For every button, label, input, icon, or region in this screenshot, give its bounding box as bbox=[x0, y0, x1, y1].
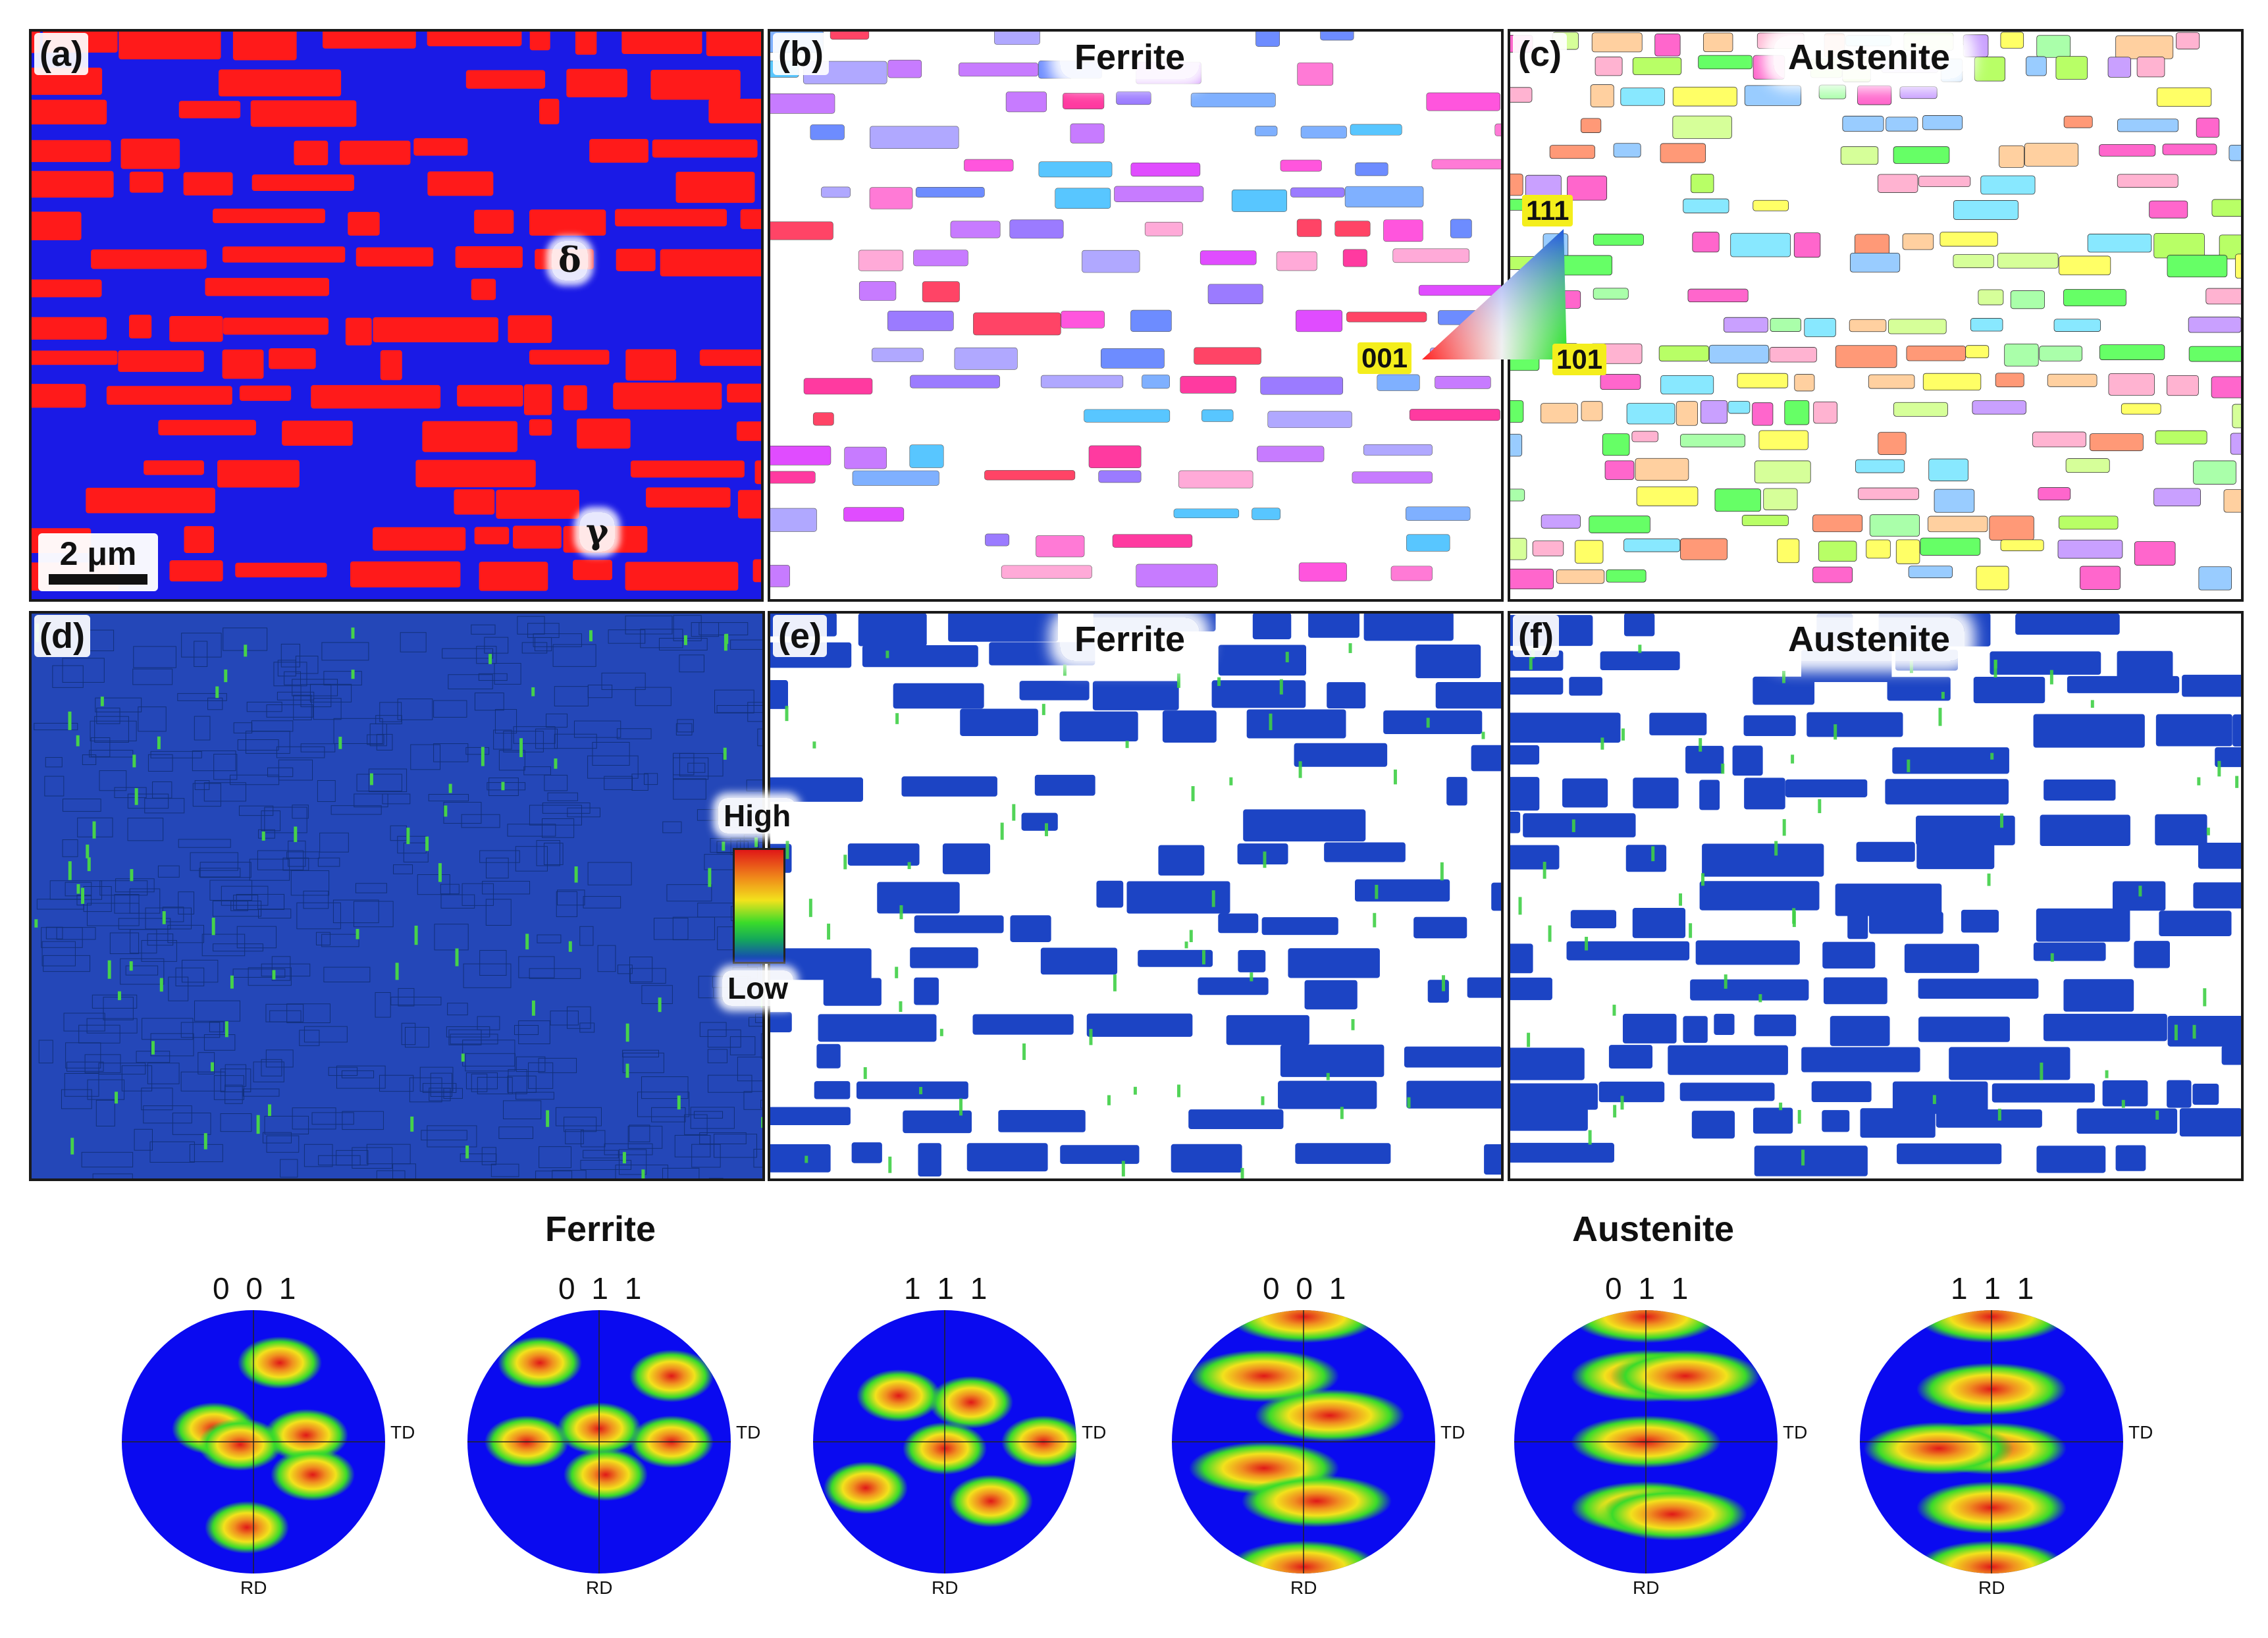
pole-figure: 0 0 1 TD RD bbox=[109, 1257, 438, 1613]
pole-figure: 1 1 1 TD RD bbox=[800, 1257, 1129, 1613]
panel-title-c: Austenite bbox=[1774, 36, 1965, 79]
austenite-kam-map-image bbox=[1510, 614, 2241, 1178]
pole-figure-hkl: 0 1 1 bbox=[1605, 1271, 1693, 1306]
kam-legend-high: High bbox=[718, 798, 797, 833]
ipf-label-111: 111 bbox=[1522, 195, 1573, 226]
panel-label-c: (c) bbox=[1513, 33, 1567, 75]
panel-label-a: (a) bbox=[34, 33, 88, 75]
pole-figure-rd-label: RD bbox=[932, 1577, 959, 1598]
kam-color-legend: High Low bbox=[714, 798, 806, 1015]
pole-figure-td-label: TD bbox=[390, 1422, 415, 1442]
ipf-triangle-icon bbox=[1422, 229, 1567, 359]
panel-label-b: (b) bbox=[773, 33, 829, 75]
pole-figure-rd-label: RD bbox=[586, 1577, 613, 1598]
ferrite-ipf-map-image bbox=[770, 32, 1501, 599]
pole-figure-disc bbox=[122, 1310, 385, 1573]
panel-title-e: Ferrite bbox=[1060, 618, 1200, 661]
ferrite-group-title: Ferrite bbox=[545, 1209, 656, 1249]
ipf-label-001: 001 bbox=[1358, 342, 1412, 374]
panel-title-f: Austenite bbox=[1774, 618, 1965, 661]
pole-figure-disc bbox=[467, 1310, 731, 1573]
ferrite-kam-map-image bbox=[770, 614, 1501, 1178]
austenite-ipf-panel: (c) Austenite bbox=[1508, 29, 2244, 602]
panel-label-e: (e) bbox=[773, 615, 827, 657]
kam-legend-gradient bbox=[733, 848, 785, 964]
pole-figure-rd-label: RD bbox=[1290, 1577, 1317, 1598]
pole-figure-td-label: TD bbox=[1783, 1422, 1808, 1442]
pole-figure-hkl: 0 1 1 bbox=[558, 1271, 646, 1306]
austenite-ipf-map-image bbox=[1510, 32, 2241, 599]
scale-bar-line bbox=[49, 574, 147, 585]
phase-map-image bbox=[32, 32, 761, 599]
pole-figure-disc bbox=[1860, 1310, 2123, 1573]
phase-map-panel: (a) δ γ 2 μm bbox=[29, 29, 764, 602]
kam-map-image bbox=[32, 614, 762, 1178]
pole-figure-disc bbox=[1514, 1310, 1778, 1573]
pole-figure-td-label: TD bbox=[2128, 1422, 2153, 1442]
kam-map-panel: (d) bbox=[29, 611, 765, 1181]
pole-figure: 1 1 1 TD RD bbox=[1847, 1257, 2176, 1613]
austenite-kam-panel: (f) Austenite bbox=[1508, 611, 2244, 1181]
panel-label-d: (d) bbox=[34, 615, 90, 657]
pole-figure-disc bbox=[813, 1310, 1076, 1573]
pole-figure-td-label: TD bbox=[1440, 1422, 1465, 1442]
scale-bar-text: 2 μm bbox=[59, 535, 137, 572]
panel-label-f: (f) bbox=[1513, 615, 1559, 657]
ipf-color-key: 001 101 111 bbox=[1356, 191, 1607, 388]
pole-figure: 0 0 1 TD RD bbox=[1159, 1257, 1488, 1613]
ferrite-ipf-panel: (b) Ferrite bbox=[768, 29, 1504, 602]
pole-figure-hkl: 1 1 1 bbox=[904, 1271, 991, 1306]
ipf-label-101: 101 bbox=[1552, 344, 1607, 375]
ferrite-kam-panel: (e) Ferrite bbox=[768, 611, 1504, 1181]
pole-figure-hkl: 0 0 1 bbox=[213, 1271, 300, 1306]
pole-figure-rd-label: RD bbox=[240, 1577, 267, 1598]
panel-title-b: Ferrite bbox=[1060, 36, 1200, 79]
gamma-phase-label: γ bbox=[579, 512, 616, 552]
pole-figure-hkl: 1 1 1 bbox=[1951, 1271, 2038, 1306]
austenite-group-title: Austenite bbox=[1572, 1209, 1735, 1249]
pole-figure-td-label: TD bbox=[1082, 1422, 1107, 1442]
pole-figure-hkl: 0 0 1 bbox=[1263, 1271, 1350, 1306]
pole-figure: 0 1 1 TD RD bbox=[1501, 1257, 1830, 1613]
pole-figure-disc bbox=[1172, 1310, 1435, 1573]
delta-phase-label: δ bbox=[552, 241, 588, 280]
pole-figure-td-label: TD bbox=[736, 1422, 761, 1442]
kam-legend-low: Low bbox=[722, 970, 793, 1006]
pole-figure-rd-label: RD bbox=[1978, 1577, 2005, 1598]
pole-figure: 0 1 1 TD RD bbox=[454, 1257, 783, 1613]
pole-figure-rd-label: RD bbox=[1633, 1577, 1660, 1598]
scale-bar: 2 μm bbox=[38, 533, 158, 591]
